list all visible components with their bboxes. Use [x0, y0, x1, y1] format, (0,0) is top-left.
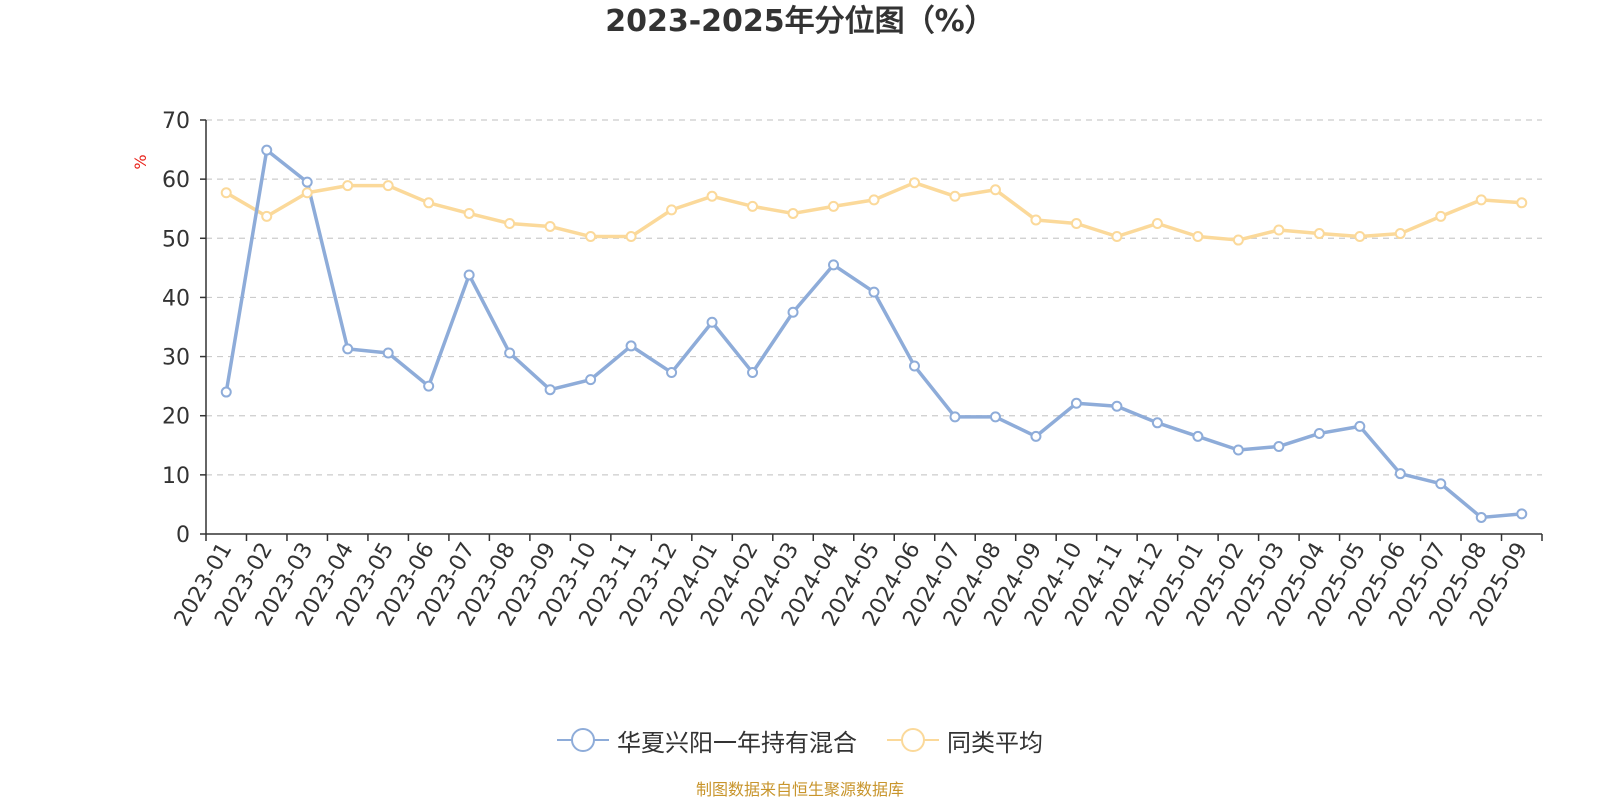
- data-point-series-2: [1030, 214, 1042, 226]
- data-point-series-1: [463, 269, 475, 281]
- data-point-series-2: [1070, 218, 1082, 229]
- data-point-series-1: [1151, 417, 1163, 429]
- data-point-series-1: [342, 343, 354, 355]
- data-point-series-2: [1273, 224, 1285, 236]
- data-point-series-2: [585, 231, 597, 243]
- y-tick-label: 70: [162, 109, 190, 134]
- y-axis-label: %: [131, 154, 150, 169]
- data-point-series-1: [1111, 400, 1123, 412]
- legend: 华夏兴阳一年持有混合 同类平均: [0, 720, 1600, 760]
- legend-item-series-2[interactable]: 同类平均: [887, 723, 1043, 758]
- data-point-series-1: [1516, 508, 1528, 520]
- y-tick-label: 20: [162, 405, 190, 430]
- data-point-series-1: [1475, 511, 1487, 523]
- data-point-series-2: [220, 187, 232, 199]
- data-point-series-2: [544, 220, 556, 232]
- legend-marker-series-1: [557, 728, 609, 752]
- data-point-series-2: [1475, 194, 1487, 206]
- data-point-series-2: [908, 177, 920, 189]
- data-point-series-2: [747, 200, 759, 212]
- data-point-series-1: [1435, 478, 1447, 490]
- data-point-series-2: [828, 200, 840, 212]
- data-point-series-1: [220, 386, 232, 398]
- data-point-series-2: [301, 187, 313, 199]
- data-point-series-2: [342, 180, 354, 192]
- legend-label-series-2: 同类平均: [947, 728, 1043, 757]
- data-point-series-1: [989, 411, 1001, 423]
- data-point-series-1: [828, 259, 840, 271]
- data-point-series-1: [423, 380, 435, 392]
- data-point-series-2: [463, 207, 475, 219]
- data-point-series-2: [423, 197, 435, 209]
- y-tick-label: 0: [176, 523, 190, 548]
- data-point-series-2: [382, 180, 394, 192]
- data-point-series-2: [1313, 228, 1325, 240]
- y-tick-label: 30: [162, 346, 190, 371]
- data-point-series-1: [1192, 430, 1204, 442]
- legend-item-series-1[interactable]: 华夏兴阳一年持有混合: [557, 723, 857, 758]
- data-point-series-2: [706, 190, 718, 202]
- data-point-series-1: [1070, 397, 1082, 409]
- data-point-series-1: [625, 340, 637, 352]
- data-point-series-1: [1394, 468, 1406, 480]
- y-tick-label: 50: [162, 227, 190, 252]
- data-point-series-1: [1232, 444, 1244, 456]
- data-point-series-2: [1192, 231, 1204, 243]
- data-point-series-1: [666, 367, 678, 379]
- data-point-series-2: [1111, 231, 1123, 243]
- data-point-series-1: [261, 144, 273, 156]
- data-point-series-1: [544, 384, 556, 396]
- y-tick-label: 10: [162, 464, 190, 489]
- legend-label-series-1: 华夏兴阳一年持有混合: [617, 728, 857, 757]
- data-point-series-2: [1394, 228, 1406, 240]
- data-point-series-2: [1516, 197, 1528, 209]
- data-point-series-1: [706, 316, 718, 328]
- data-point-series-2: [261, 210, 273, 222]
- data-point-series-1: [1030, 430, 1042, 442]
- data-point-series-1: [949, 411, 961, 423]
- data-point-series-1: [1273, 440, 1285, 452]
- data-point-series-2: [666, 204, 678, 216]
- data-point-series-2: [1232, 234, 1244, 246]
- y-tick-label: 60: [162, 168, 190, 193]
- y-tick-label: 40: [162, 286, 190, 311]
- data-point-series-2: [504, 218, 516, 229]
- data-point-series-1: [504, 347, 516, 359]
- source-note: 制图数据来自恒生聚源数据库: [695, 780, 904, 799]
- data-point-series-1: [1354, 420, 1366, 432]
- data-point-series-2: [1435, 210, 1447, 222]
- data-point-series-1: [868, 286, 880, 298]
- data-point-series-1: [747, 367, 759, 379]
- data-point-series-2: [949, 190, 961, 202]
- data-point-series-2: [625, 231, 637, 243]
- data-point-series-1: [301, 176, 313, 188]
- data-point-series-1: [382, 347, 394, 359]
- data-point-series-1: [585, 374, 597, 386]
- data-point-series-2: [1151, 218, 1163, 229]
- data-point-series-2: [868, 194, 880, 206]
- series-line-2: [224, 180, 1524, 242]
- data-point-series-1: [1313, 427, 1325, 439]
- legend-marker-series-2: [887, 728, 939, 752]
- data-point-series-2: [1354, 231, 1366, 243]
- data-point-series-1: [787, 306, 799, 318]
- data-point-series-2: [989, 184, 1001, 196]
- chart-title: 2023-2025年分位图（%）: [605, 4, 995, 39]
- data-point-series-1: [908, 360, 920, 372]
- data-point-series-2: [787, 207, 799, 219]
